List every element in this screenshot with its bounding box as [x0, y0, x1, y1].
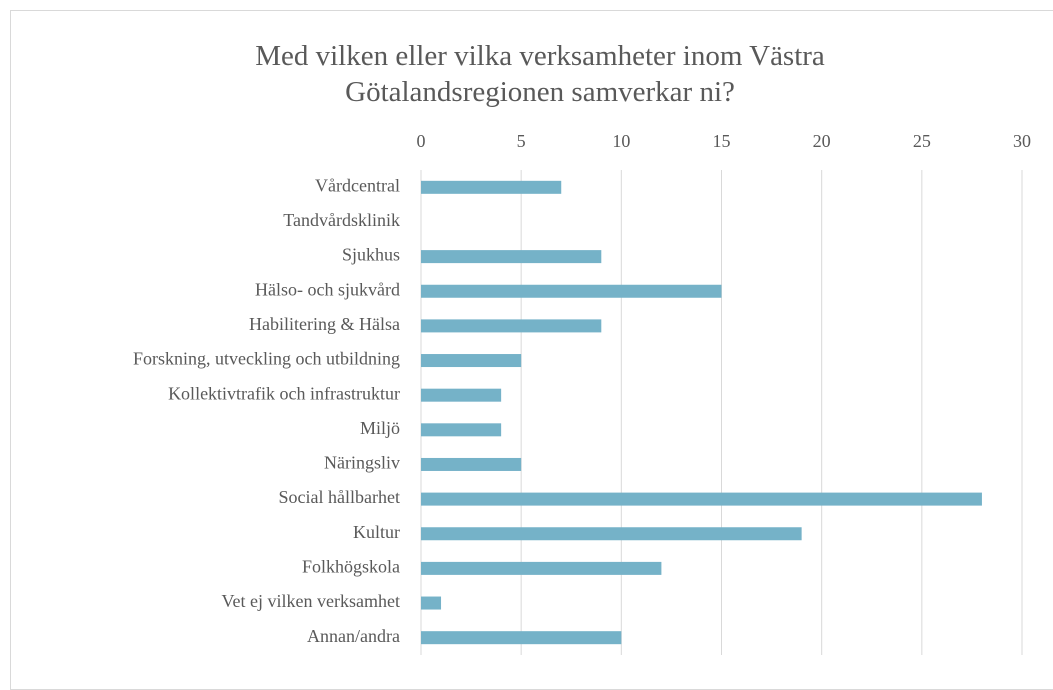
bar: [421, 527, 802, 541]
bar: [421, 457, 522, 471]
x-tick-label: 20: [813, 131, 831, 151]
y-tick-label: Vet ej vilken verksamhet: [222, 591, 400, 611]
y-tick-label: Annan/andra: [307, 626, 400, 646]
chart: Med vilken eller vilka verksamheter inom…: [10, 10, 1053, 690]
y-tick-label: Kultur: [353, 522, 400, 542]
y-tick-label: Social hållbarhet: [279, 487, 400, 507]
y-tick-label: Miljö: [360, 418, 400, 438]
bar: [421, 492, 982, 506]
chart-title: Med vilken eller vilka verksamheter inom…: [255, 40, 825, 108]
y-tick-label: Forskning, utveckling och utbildning: [133, 349, 400, 369]
y-tick-label: Tandvårdsklinik: [283, 210, 400, 230]
bar: [421, 354, 522, 368]
bar: [421, 596, 442, 610]
bar: [421, 180, 562, 194]
bar: [421, 388, 502, 402]
y-tick-label: Sjukhus: [342, 245, 400, 265]
x-tick-label: 10: [612, 131, 630, 151]
y-tick-label: Kollektivtrafik och infrastruktur: [168, 383, 400, 403]
y-tick-label: Näringsliv: [324, 453, 400, 473]
y-tick-label: Vårdcentral: [315, 175, 400, 195]
bar: [421, 423, 502, 437]
y-tick-label: Hälso- och sjukvård: [255, 279, 400, 299]
plot: 0 5 10 15 20 25 30 Vårdcentral Tandvårdsklinik Sj…: [133, 131, 1031, 655]
x-tick-label: 5: [517, 131, 526, 151]
x-tick-label: 15: [713, 131, 731, 151]
bar: [421, 250, 602, 264]
bar: [421, 284, 722, 298]
bar: [421, 561, 662, 575]
bar: [421, 319, 602, 333]
x-tick-label: 0: [417, 131, 426, 151]
x-tick-label: 25: [913, 131, 931, 151]
y-tick-label: Habilitering & Hälsa: [249, 314, 400, 334]
x-tick-label: 30: [1013, 131, 1031, 151]
bar: [421, 631, 622, 645]
y-tick-label: Folkhögskola: [302, 557, 400, 577]
